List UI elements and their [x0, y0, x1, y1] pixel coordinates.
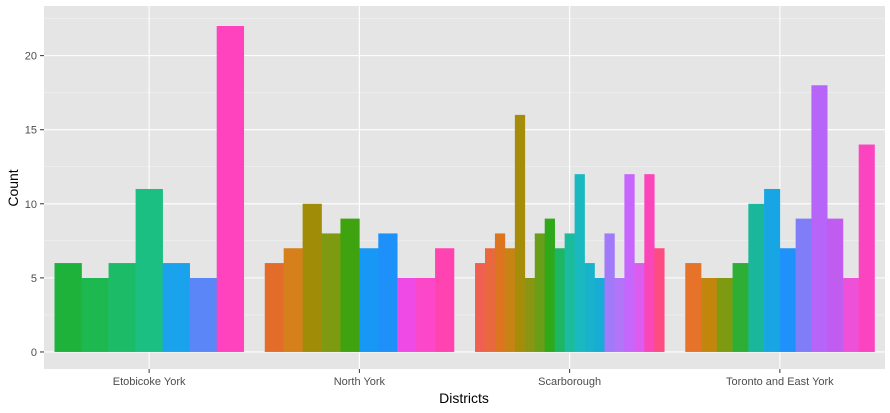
- x-axis-title: Districts: [439, 390, 489, 406]
- bar: [359, 248, 379, 352]
- x-axis: Etobicoke York North York Scarborough Toron…: [113, 369, 834, 388]
- bar: [827, 218, 844, 352]
- x-tick-label: Scarborough: [538, 376, 601, 388]
- bar: [81, 277, 109, 352]
- bar: [701, 277, 718, 352]
- bar: [716, 277, 733, 352]
- bar: [54, 263, 82, 352]
- bar: [484, 248, 496, 352]
- bar: [584, 263, 595, 352]
- bar: [524, 277, 536, 352]
- bar: [554, 248, 565, 352]
- y-tick-label: 0: [31, 347, 37, 359]
- bar: [416, 277, 436, 352]
- bar: [614, 277, 625, 352]
- bar: [779, 248, 796, 352]
- bar: [397, 277, 417, 352]
- bar: [494, 233, 506, 352]
- y-axis: 0 5 10 15 20: [25, 51, 44, 359]
- bar: [604, 233, 615, 352]
- bar: [594, 277, 605, 352]
- bar: [216, 26, 245, 352]
- bar: [842, 277, 860, 352]
- bar: [514, 114, 526, 352]
- bars: [54, 26, 875, 352]
- bar: [564, 233, 575, 352]
- bar: [574, 174, 585, 352]
- bar: [634, 263, 645, 352]
- bar: [264, 263, 284, 352]
- bar: [340, 218, 360, 352]
- bar: [732, 263, 749, 352]
- bar: [302, 203, 322, 352]
- y-tick-label: 5: [31, 273, 37, 285]
- bar: [764, 188, 781, 352]
- bar: [162, 263, 190, 352]
- bar: [321, 233, 341, 352]
- y-tick-label: 20: [25, 51, 37, 63]
- x-tick-label: North York: [334, 376, 386, 388]
- y-tick-label: 10: [25, 199, 37, 211]
- y-tick-label: 15: [25, 125, 37, 137]
- bar: [644, 174, 655, 352]
- y-axis-title: Count: [5, 169, 21, 206]
- bar: [283, 248, 303, 352]
- bar: [624, 174, 635, 352]
- bar: [135, 188, 163, 352]
- bar: [504, 248, 516, 352]
- bar: [435, 248, 455, 352]
- bar: [544, 218, 555, 352]
- bar: [108, 263, 136, 352]
- bar: [748, 203, 765, 352]
- x-tick-label: Toronto and East York: [726, 376, 834, 388]
- bar: [475, 263, 486, 352]
- x-tick-label: Etobicoke York: [113, 376, 186, 388]
- bar: [378, 233, 398, 352]
- bar: [795, 218, 812, 352]
- bar: [189, 277, 218, 352]
- bar: [858, 144, 875, 352]
- bar: [811, 85, 828, 352]
- bar: [654, 248, 665, 352]
- bar: [534, 233, 546, 352]
- bar: [685, 263, 702, 352]
